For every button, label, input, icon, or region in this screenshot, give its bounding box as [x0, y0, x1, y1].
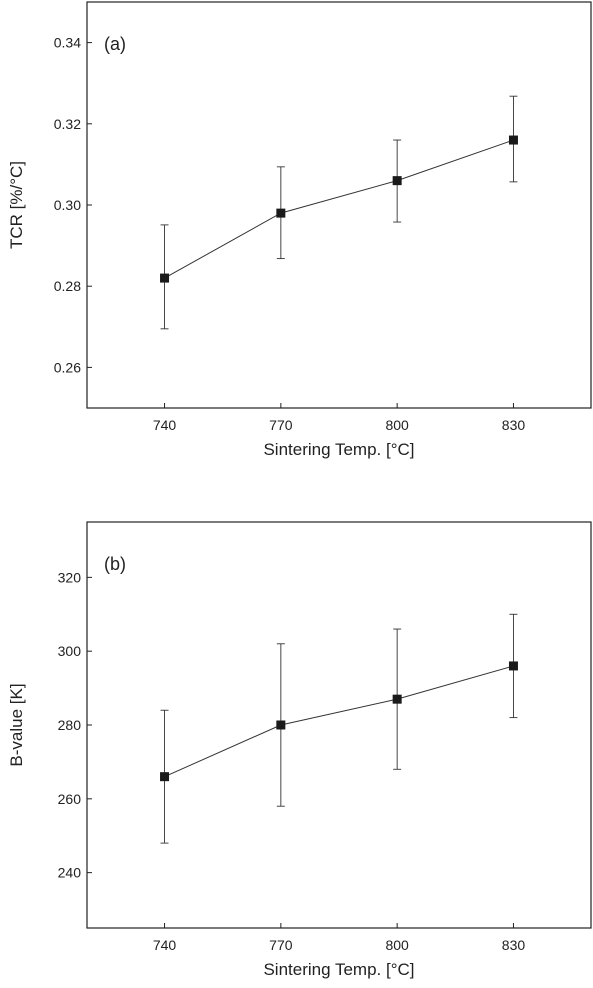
data-point [160, 772, 170, 782]
y-tick-label: 0.34 [54, 35, 81, 51]
x-tick-label: 770 [269, 937, 293, 953]
chart-panel-b: 240 260 280 300 320 740 770 800 830 Sintering Tem… [7, 521, 592, 979]
y-tick-label: 0.28 [54, 278, 81, 294]
series-line [164, 139, 514, 279]
x-tick-label: 740 [153, 417, 177, 433]
y-tick-label: 300 [58, 643, 82, 659]
x-tick-label: 830 [502, 937, 526, 953]
series-line [164, 665, 514, 778]
y-tick-label: 0.32 [54, 116, 81, 132]
data-point [392, 694, 402, 704]
plot-frame [86, 1, 592, 409]
y-tick-label: 280 [58, 717, 82, 733]
x-tick-label: 740 [153, 937, 177, 953]
x-tick-label: 830 [502, 417, 526, 433]
data-point [508, 135, 518, 145]
x-axis-label: Sintering Temp. [°C] [263, 440, 414, 459]
data-point [508, 661, 518, 671]
y-tick-label: 240 [58, 865, 82, 881]
y-tick-label: 0.30 [54, 197, 81, 213]
data-point [276, 720, 286, 730]
x-axis-label: Sintering Temp. [°C] [263, 960, 414, 979]
y-tick-label: 260 [58, 791, 82, 807]
data-point [276, 208, 286, 218]
y-axis-label: TCR [%/°C] [7, 161, 26, 249]
y-tick-label: 0.26 [54, 359, 81, 375]
panel-label: (b) [104, 554, 126, 574]
x-tick-label: 800 [385, 937, 409, 953]
y-tick-label: 320 [58, 569, 82, 585]
plot-frame [86, 521, 592, 929]
data-point [392, 176, 402, 186]
panel-label: (a) [104, 34, 126, 54]
y-axis-label: B-value [K] [7, 683, 26, 766]
data-point [160, 273, 170, 283]
chart-panel-a: 0.26 0.28 0.30 0.32 0.34 740 770 800 830 Sinterin… [7, 1, 592, 459]
x-tick-label: 770 [269, 417, 293, 433]
x-tick-label: 800 [385, 417, 409, 433]
